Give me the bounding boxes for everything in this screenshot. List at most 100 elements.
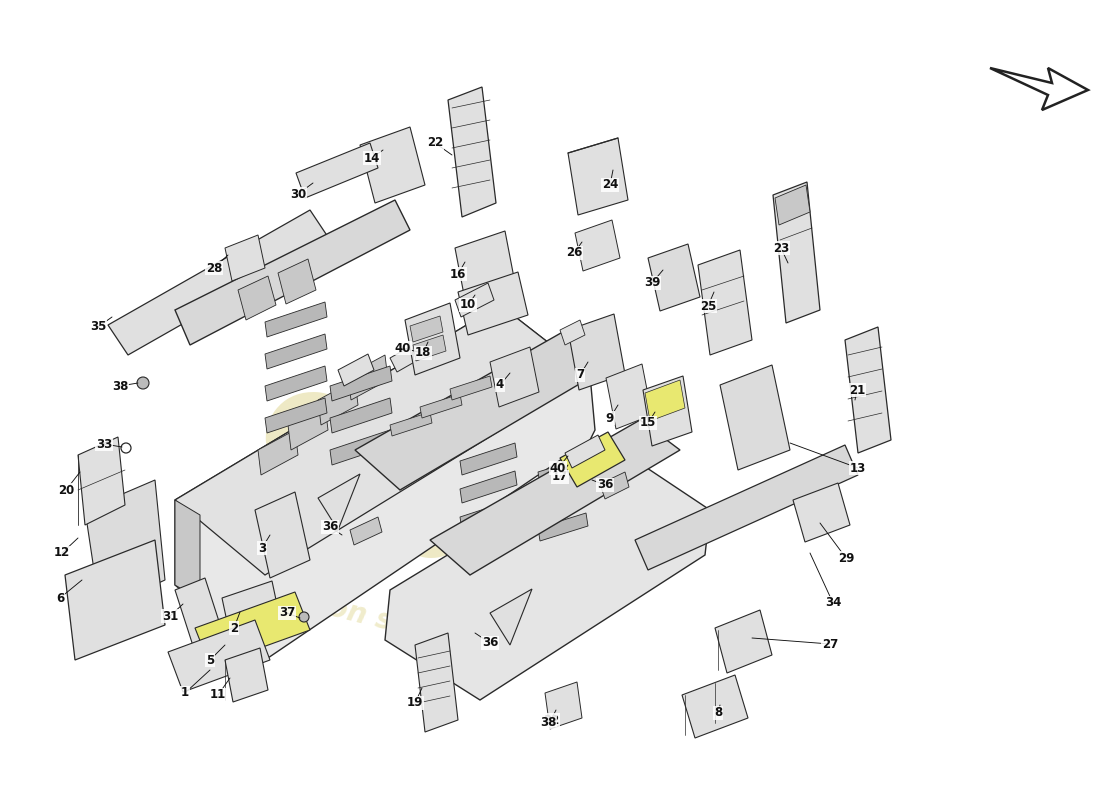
Polygon shape	[560, 432, 625, 487]
Polygon shape	[644, 376, 692, 446]
Text: 37: 37	[279, 606, 295, 619]
Polygon shape	[175, 305, 590, 575]
Polygon shape	[715, 610, 772, 673]
Polygon shape	[175, 500, 200, 600]
Polygon shape	[350, 517, 382, 545]
Text: 5: 5	[206, 654, 214, 666]
Text: 15: 15	[640, 417, 657, 430]
Polygon shape	[195, 592, 310, 666]
Polygon shape	[175, 200, 410, 345]
Polygon shape	[222, 581, 282, 645]
Text: 19: 19	[407, 697, 424, 710]
Text: 38: 38	[540, 715, 557, 729]
Text: 39: 39	[644, 277, 660, 290]
Polygon shape	[565, 435, 605, 468]
Polygon shape	[430, 420, 680, 575]
Polygon shape	[296, 143, 378, 198]
Polygon shape	[318, 380, 358, 425]
Text: 1: 1	[180, 686, 189, 699]
Text: 23: 23	[773, 242, 789, 254]
Polygon shape	[255, 492, 310, 578]
Polygon shape	[355, 325, 620, 490]
Polygon shape	[793, 483, 850, 542]
Polygon shape	[265, 398, 327, 433]
Polygon shape	[265, 366, 327, 401]
Polygon shape	[415, 633, 458, 732]
Text: 14: 14	[364, 151, 381, 165]
Polygon shape	[288, 405, 328, 450]
Polygon shape	[265, 302, 327, 337]
Polygon shape	[258, 430, 298, 475]
Polygon shape	[410, 316, 443, 342]
Polygon shape	[568, 138, 628, 215]
Polygon shape	[318, 474, 360, 530]
Text: 28: 28	[206, 262, 222, 274]
Polygon shape	[278, 259, 316, 304]
Text: 36: 36	[322, 521, 338, 534]
Text: 26: 26	[565, 246, 582, 259]
Circle shape	[299, 612, 309, 622]
Text: 32: 32	[543, 714, 559, 726]
Text: 38: 38	[112, 379, 129, 393]
Text: 13: 13	[850, 462, 866, 474]
Polygon shape	[390, 412, 432, 436]
Text: 40: 40	[395, 342, 411, 354]
Text: 36: 36	[482, 637, 498, 650]
Polygon shape	[845, 327, 891, 453]
Text: 33: 33	[96, 438, 112, 450]
Polygon shape	[390, 338, 432, 372]
Text: 29: 29	[838, 551, 855, 565]
Polygon shape	[538, 457, 588, 485]
Polygon shape	[990, 68, 1088, 110]
Text: 3: 3	[257, 542, 266, 554]
Polygon shape	[85, 480, 165, 610]
Text: 22: 22	[427, 137, 443, 150]
Text: euro: euro	[261, 366, 600, 494]
Polygon shape	[490, 589, 532, 645]
Text: 31: 31	[162, 610, 178, 622]
Text: a passion since 1985: a passion since 1985	[219, 567, 541, 673]
Polygon shape	[330, 366, 392, 401]
Polygon shape	[448, 87, 496, 217]
Text: 24: 24	[602, 178, 618, 191]
Polygon shape	[238, 276, 276, 320]
Text: 4: 4	[496, 378, 504, 391]
Polygon shape	[635, 445, 858, 570]
Polygon shape	[455, 231, 515, 300]
Polygon shape	[330, 398, 392, 433]
Polygon shape	[65, 540, 165, 660]
Text: 17: 17	[552, 470, 568, 483]
Text: 36: 36	[597, 478, 613, 491]
Polygon shape	[648, 244, 700, 311]
Polygon shape	[338, 354, 374, 386]
Polygon shape	[544, 682, 582, 729]
Polygon shape	[330, 430, 392, 465]
Text: 8: 8	[714, 706, 722, 719]
Text: 25: 25	[700, 299, 716, 313]
Text: 2: 2	[230, 622, 238, 634]
Polygon shape	[645, 380, 685, 421]
Polygon shape	[265, 334, 327, 369]
Polygon shape	[385, 450, 710, 700]
Text: 30: 30	[290, 187, 306, 201]
Polygon shape	[575, 220, 620, 271]
Polygon shape	[108, 210, 330, 355]
Polygon shape	[78, 437, 125, 525]
Polygon shape	[405, 303, 460, 375]
Polygon shape	[606, 364, 652, 429]
Polygon shape	[538, 485, 588, 513]
Polygon shape	[568, 314, 625, 390]
Polygon shape	[360, 127, 425, 203]
Polygon shape	[560, 320, 585, 345]
Text: 35: 35	[90, 321, 107, 334]
Text: 40: 40	[550, 462, 566, 474]
Polygon shape	[460, 471, 517, 503]
Circle shape	[546, 716, 556, 726]
Polygon shape	[168, 620, 270, 692]
Polygon shape	[698, 250, 752, 355]
Polygon shape	[458, 272, 528, 335]
Polygon shape	[450, 376, 492, 400]
Text: 21: 21	[849, 383, 865, 397]
Polygon shape	[175, 578, 226, 652]
Polygon shape	[460, 527, 517, 559]
